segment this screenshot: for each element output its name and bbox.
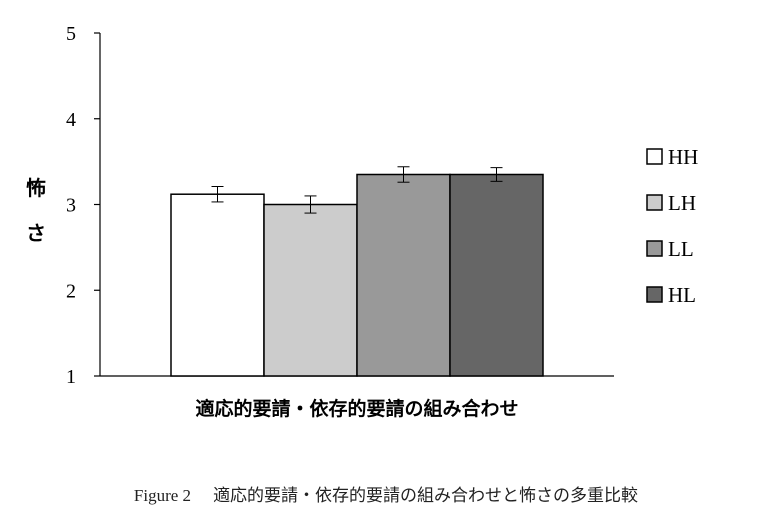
legend-label-HH: HH (668, 145, 698, 169)
bar-LH (263, 203, 358, 377)
y-axis-label-char-1: 怖 (26, 176, 46, 200)
figure-caption-text: 適応的要請・依存的要請の組み合わせと怖さの多重比較 (213, 486, 639, 505)
legend-label-HL: HL (668, 283, 696, 307)
x-axis-label: 適応的要請・依存的要請の組み合わせ (195, 397, 518, 420)
y-tick-label: 5 (66, 23, 76, 45)
y-tick-label: 3 (66, 195, 76, 217)
bar-LL (356, 173, 451, 377)
y-tick-label: 4 (66, 109, 76, 131)
legend-swatch-HH (646, 148, 663, 165)
y-tick-label: 2 (66, 280, 76, 302)
legend-label-LH: LH (668, 191, 696, 215)
legend: HH LH LL HL (646, 145, 698, 307)
legend-swatch-LL (646, 240, 663, 257)
y-axis-label-char-2: さ (26, 221, 46, 245)
y-ticks: 1 2 3 4 5 (66, 23, 100, 388)
legend-swatch-HL (646, 286, 663, 303)
legend-label-LL: LL (668, 237, 694, 261)
y-tick-label: 1 (66, 366, 76, 388)
bar-HL (449, 173, 544, 377)
error-bars (211, 166, 503, 214)
bar-HH (170, 193, 265, 377)
legend-swatch-LH (646, 194, 663, 211)
figure-caption-label: Figure 2 (133, 486, 192, 505)
bars (170, 173, 544, 377)
figure-caption: Figure 2 適応的要請・依存的要請の組み合わせと怖さの多重比較 (0, 481, 772, 506)
